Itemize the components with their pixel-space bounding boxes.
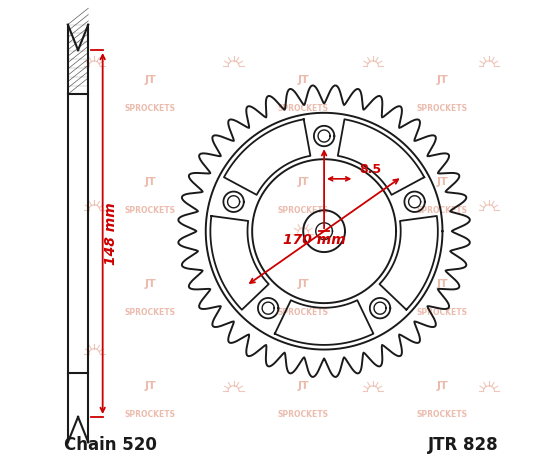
Text: JTR 828: JTR 828 bbox=[427, 436, 498, 454]
Text: SPROCKETS: SPROCKETS bbox=[417, 308, 468, 317]
Text: JT: JT bbox=[297, 177, 309, 187]
Text: SPROCKETS: SPROCKETS bbox=[124, 410, 175, 419]
Text: JT: JT bbox=[144, 177, 156, 187]
Text: 170 mm: 170 mm bbox=[283, 234, 346, 248]
Text: SPROCKETS: SPROCKETS bbox=[278, 104, 329, 113]
Text: SPROCKETS: SPROCKETS bbox=[124, 308, 175, 317]
Text: JT: JT bbox=[437, 75, 449, 85]
Text: 8.5: 8.5 bbox=[359, 163, 381, 176]
Text: SPROCKETS: SPROCKETS bbox=[278, 205, 329, 215]
Text: JT: JT bbox=[297, 279, 309, 289]
Text: SPROCKETS: SPROCKETS bbox=[417, 205, 468, 215]
Text: SPROCKETS: SPROCKETS bbox=[417, 104, 468, 113]
Text: JT: JT bbox=[297, 75, 309, 85]
Text: 148 mm: 148 mm bbox=[104, 202, 118, 265]
Text: JT: JT bbox=[144, 279, 156, 289]
Text: Chain 520: Chain 520 bbox=[64, 436, 157, 454]
Text: JT: JT bbox=[144, 75, 156, 85]
Text: JT: JT bbox=[437, 382, 449, 391]
Text: SPROCKETS: SPROCKETS bbox=[278, 308, 329, 317]
Text: SPROCKETS: SPROCKETS bbox=[417, 410, 468, 419]
Text: SPROCKETS: SPROCKETS bbox=[124, 104, 175, 113]
Text: SPROCKETS: SPROCKETS bbox=[278, 410, 329, 419]
Text: SPROCKETS: SPROCKETS bbox=[124, 205, 175, 215]
Text: JT: JT bbox=[144, 382, 156, 391]
Text: JT: JT bbox=[437, 177, 449, 187]
Text: JT: JT bbox=[437, 279, 449, 289]
Text: JT: JT bbox=[297, 382, 309, 391]
